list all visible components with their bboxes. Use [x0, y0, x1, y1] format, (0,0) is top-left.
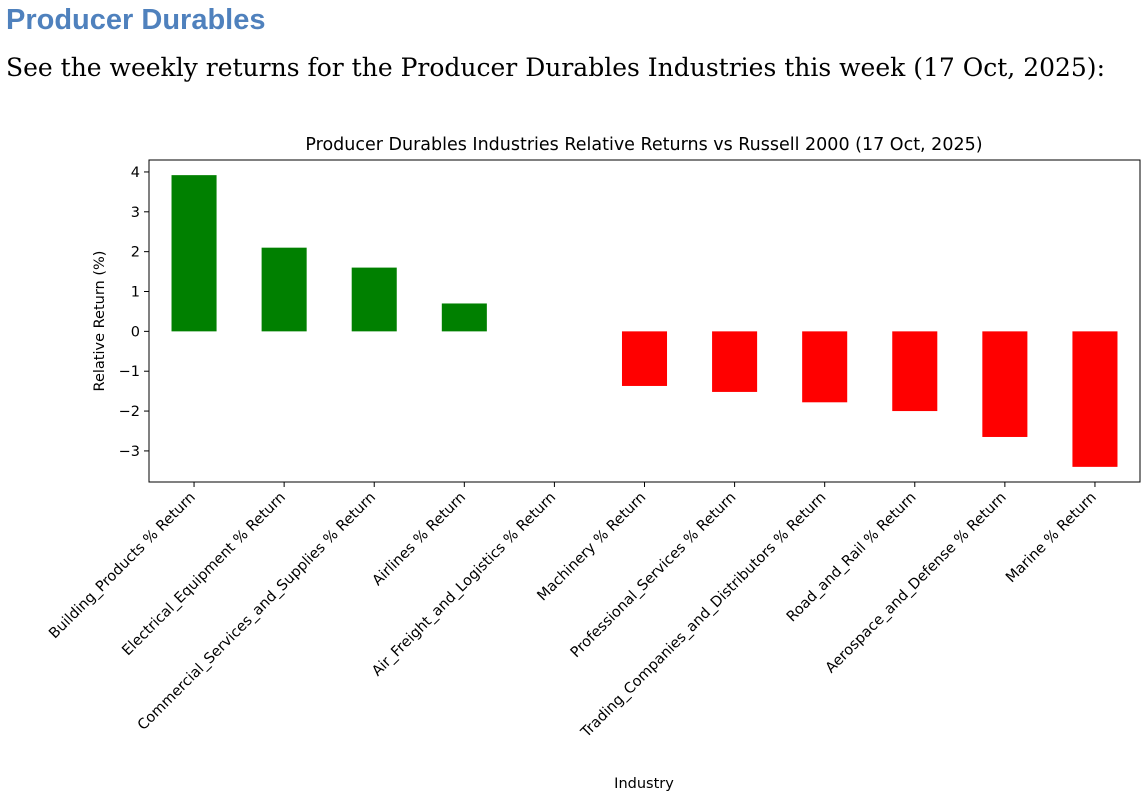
bar-7 — [712, 331, 758, 392]
x-tick-label: Aerospace_and_Defense % Return — [823, 490, 1010, 677]
x-axis-label: Industry — [614, 776, 674, 792]
y-tick-label: 3 — [131, 205, 140, 221]
y-axis-label: Relative Return (%) — [92, 251, 108, 392]
x-tick-label: Air_Freight_and_Logistics % Return — [369, 490, 559, 680]
bar-11 — [1072, 331, 1118, 467]
y-tick-label: 0 — [131, 324, 140, 340]
bar-10 — [982, 331, 1028, 437]
bar-4 — [441, 303, 487, 332]
page-title: Producer Durables — [6, 4, 266, 36]
y-tick-label: −1 — [119, 364, 140, 380]
bar-1 — [171, 175, 217, 332]
chart-title: Producer Durables Industries Relative Re… — [305, 135, 982, 155]
y-tick-label: 4 — [131, 165, 140, 181]
bar-6 — [621, 331, 668, 386]
y-tick-label: −3 — [119, 444, 140, 460]
bar-3 — [351, 267, 397, 332]
x-tick-label: Professional_Services % Return — [568, 490, 740, 662]
x-tick-label: Airlines % Return — [370, 490, 470, 590]
x-tick-label: Marine % Return — [1003, 490, 1100, 587]
x-axis-ticks: Building_Products % ReturnElectrical_Equ… — [46, 482, 1100, 741]
bars-layer — [171, 175, 1118, 467]
bar-9 — [892, 331, 938, 412]
x-tick-label: Building_Products % Return — [46, 490, 199, 643]
bar-8 — [802, 331, 848, 403]
plot-frame — [148, 159, 1141, 483]
y-tick-label: 2 — [131, 245, 140, 261]
bar-2 — [261, 247, 307, 332]
y-tick-label: −2 — [119, 404, 140, 420]
y-tick-label: 1 — [131, 285, 140, 301]
page-intro: See the weekly returns for the Producer … — [6, 53, 1105, 82]
x-tick-label: Electrical_Equipment % Return — [119, 490, 289, 660]
y-axis-ticks: 4 3 2 1 0 −1 −2 −3 — [119, 165, 149, 460]
